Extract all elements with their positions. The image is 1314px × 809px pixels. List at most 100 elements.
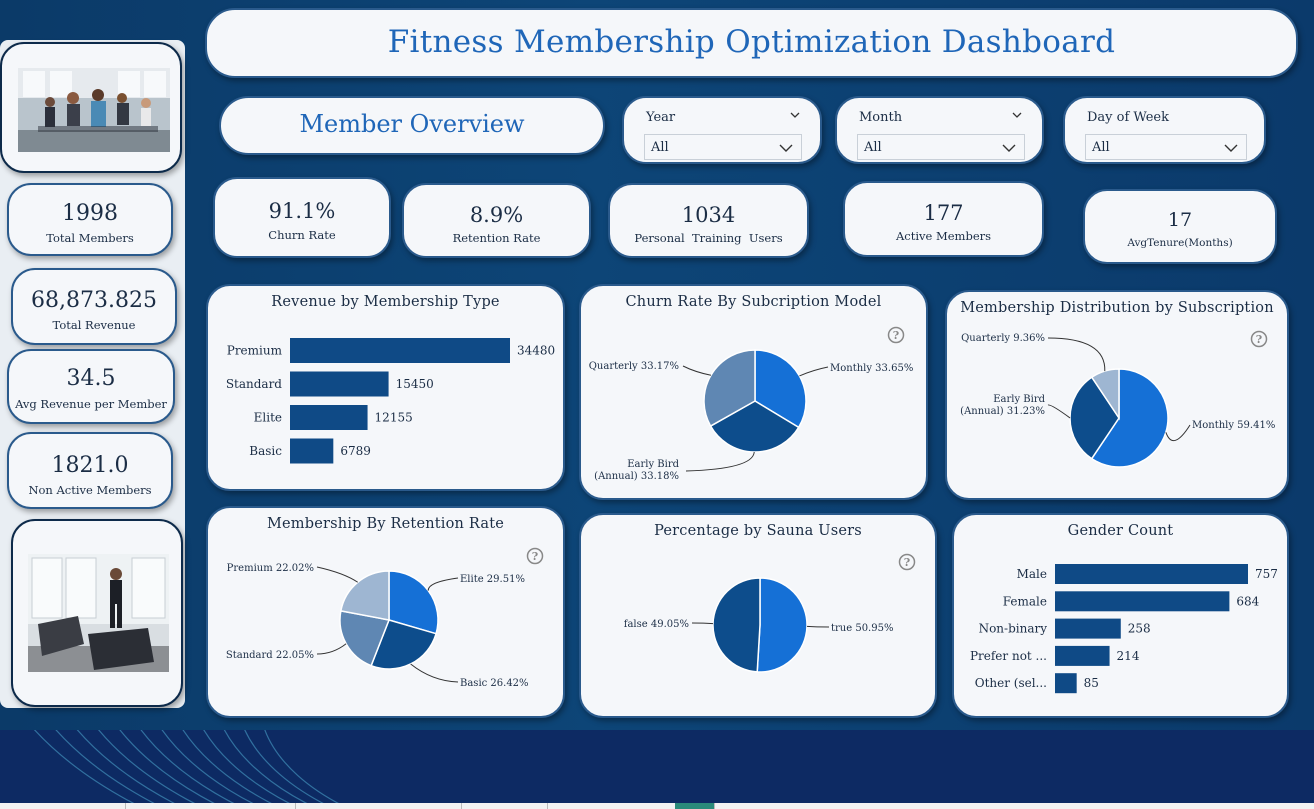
page-tab[interactable] bbox=[296, 803, 462, 809]
category-label: Non-binary bbox=[979, 622, 1048, 636]
slicer-title: Day of Week bbox=[1087, 110, 1169, 125]
kpi-retention-rate: 8.9% Retention Rate bbox=[402, 183, 591, 258]
chart-card-retention-rate: Membership By Retention Rate ? Elite 29.… bbox=[206, 506, 565, 718]
footer-arc-line bbox=[264, 730, 352, 809]
page-heading: Member Overview bbox=[299, 110, 525, 138]
footer-arc-line bbox=[98, 730, 207, 809]
bar bbox=[290, 338, 510, 363]
slicer-dropdown[interactable]: All bbox=[857, 134, 1025, 160]
footer-arc-line bbox=[119, 730, 227, 809]
kpi-label: Total Revenue bbox=[52, 318, 136, 332]
bar bbox=[1055, 564, 1248, 584]
bar bbox=[1055, 591, 1230, 612]
slice-label: Monthly 59.41% bbox=[1192, 420, 1275, 431]
category-label: Standard bbox=[226, 377, 282, 391]
chart-card-distribution-by-subscription: Membership Distribution by Subscription … bbox=[945, 290, 1289, 500]
chevron-down-icon[interactable] bbox=[779, 144, 793, 153]
treadmill-photo bbox=[28, 554, 169, 672]
data-label: 6789 bbox=[340, 444, 371, 458]
leader-line bbox=[316, 566, 359, 583]
group-workout-photo bbox=[18, 68, 170, 152]
retention-pie-chart: Elite 29.51% Basic 26.42% Standard 22.05% P… bbox=[226, 563, 529, 689]
footer-arc-line bbox=[33, 730, 146, 809]
pie-slice bbox=[1090, 368, 1169, 468]
page-tab[interactable] bbox=[462, 803, 548, 809]
slicer-dropdown[interactable]: All bbox=[644, 134, 802, 160]
slicer-value: All bbox=[864, 140, 882, 155]
page-tab[interactable] bbox=[0, 803, 126, 809]
chart-title: Membership By Retention Rate bbox=[266, 516, 505, 532]
slicer-value: All bbox=[651, 140, 669, 155]
svg-text:?: ? bbox=[532, 550, 538, 563]
chart-title: Churn Rate By Subcription Model bbox=[625, 294, 882, 310]
data-label: 258 bbox=[1128, 622, 1151, 636]
slice-label: Standard 22.05% bbox=[226, 650, 314, 661]
kpi-total-members: 1998 Total Members bbox=[7, 183, 173, 256]
footer-arc-line bbox=[76, 730, 187, 809]
kpi-label: AvgTenure(Months) bbox=[1127, 237, 1233, 249]
chevron-down-icon[interactable] bbox=[790, 110, 800, 120]
help-icon[interactable]: ? bbox=[887, 326, 905, 344]
footer-arc-line bbox=[182, 730, 285, 809]
chevron-down-icon[interactable] bbox=[1224, 144, 1238, 153]
slice-label: true 50.95% bbox=[831, 623, 893, 634]
category-label: Prefer not ... bbox=[970, 649, 1047, 663]
slicer-dropdown[interactable]: All bbox=[1085, 134, 1247, 160]
kpi-active-members: 177 Active Members bbox=[843, 181, 1044, 257]
help-icon[interactable]: ? bbox=[526, 547, 544, 565]
slice-label: (Annual) 31.23% bbox=[960, 406, 1045, 417]
dashboard-title-card: Fitness Membership Optimization Dashboar… bbox=[205, 8, 1298, 78]
chart-card-sauna-users: Percentage by Sauna Users ? true 50.95% f… bbox=[579, 513, 937, 718]
kpi-value: 91.1% bbox=[268, 199, 336, 223]
kpi-value: 1998 bbox=[62, 201, 118, 226]
kpi-label: Non Active Members bbox=[28, 483, 152, 497]
chart-title: Revenue by Membership Type bbox=[271, 294, 500, 310]
svg-text:?: ? bbox=[893, 329, 899, 342]
page-tab[interactable] bbox=[126, 803, 296, 809]
chart-card-gender-count: Gender Count Male 757 Female 684 Non-binary 2… bbox=[952, 513, 1289, 718]
kpi-value: 1821.0 bbox=[51, 453, 129, 478]
leader-line bbox=[427, 577, 459, 591]
slicer-day-of-week[interactable]: Day of Week All bbox=[1063, 96, 1266, 164]
slice-label: Elite 29.51% bbox=[460, 574, 525, 585]
slice-label: Premium 22.02% bbox=[227, 563, 314, 574]
category-label: Basic bbox=[249, 444, 282, 458]
category-label: Other (sel... bbox=[975, 676, 1047, 690]
data-label: 15450 bbox=[396, 377, 434, 391]
pie-slice bbox=[1090, 368, 1120, 421]
pie-slice bbox=[339, 570, 390, 621]
help-icon[interactable]: ? bbox=[1250, 330, 1268, 348]
svg-text:?: ? bbox=[1256, 333, 1262, 346]
slice-label: false 49.05% bbox=[624, 619, 689, 630]
kpi-label: Retention Rate bbox=[452, 231, 541, 245]
kpi-value: 17 bbox=[1167, 209, 1193, 231]
kpi-label: Churn Rate bbox=[268, 228, 336, 242]
gym-photo-card bbox=[0, 42, 182, 173]
chart-title: Gender Count bbox=[1067, 523, 1174, 539]
pie-slice bbox=[712, 577, 761, 673]
slice-label: Early Bird bbox=[993, 394, 1045, 405]
chevron-down-icon[interactable] bbox=[1002, 144, 1016, 153]
kpi-avg-tenure: 17 AvgTenure(Months) bbox=[1083, 189, 1277, 264]
slice-label: (Annual) 33.18% bbox=[594, 471, 679, 482]
help-icon[interactable]: ? bbox=[898, 553, 916, 571]
slicer-year[interactable]: Year All bbox=[622, 96, 822, 164]
category-label: Elite bbox=[254, 411, 282, 425]
footer-arc-line bbox=[140, 730, 247, 809]
pie-slice bbox=[756, 577, 808, 673]
slice-label: Quarterly 9.36% bbox=[961, 333, 1045, 344]
chevron-down-icon[interactable] bbox=[1012, 110, 1022, 120]
leader-line bbox=[691, 622, 714, 625]
treadmill-photo-card bbox=[11, 519, 183, 707]
category-label: Male bbox=[1017, 567, 1047, 581]
footer-band bbox=[0, 730, 1314, 809]
kpi-value: 8.9% bbox=[469, 203, 524, 227]
slicer-title: Year bbox=[646, 110, 676, 125]
slicer-value: All bbox=[1092, 140, 1110, 155]
report-tab-strip bbox=[0, 803, 1314, 809]
slicer-month[interactable]: Month All bbox=[835, 96, 1044, 164]
kpi-value: 34.5 bbox=[66, 366, 116, 391]
chart-card-churn-by-subscription: Churn Rate By Subcription Model ? Monthl… bbox=[579, 284, 928, 500]
pie-slice bbox=[1069, 376, 1120, 460]
active-page-tab[interactable] bbox=[675, 803, 715, 809]
